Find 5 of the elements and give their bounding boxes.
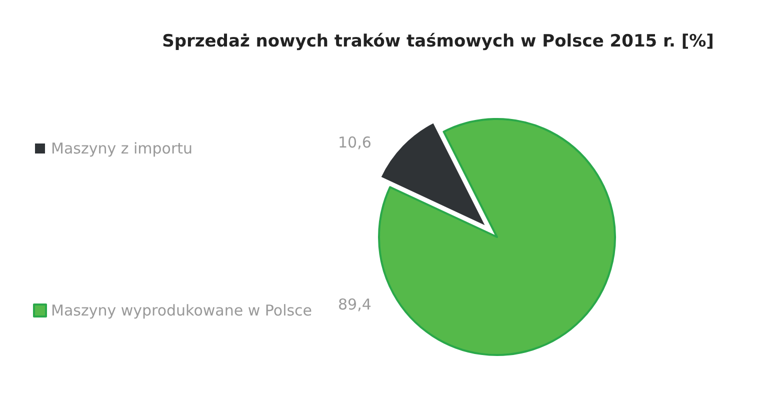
chart-title: Sprzedaż nowych traków taśmowych w Polsce 2015 r. [%] [162, 32, 714, 52]
data-label: 89,4 [338, 296, 372, 314]
legend-label: Maszyny z importu [51, 140, 193, 158]
data-label: 10,6 [338, 134, 372, 152]
legend-label: Maszyny wyprodukowane w Polsce [51, 302, 312, 320]
